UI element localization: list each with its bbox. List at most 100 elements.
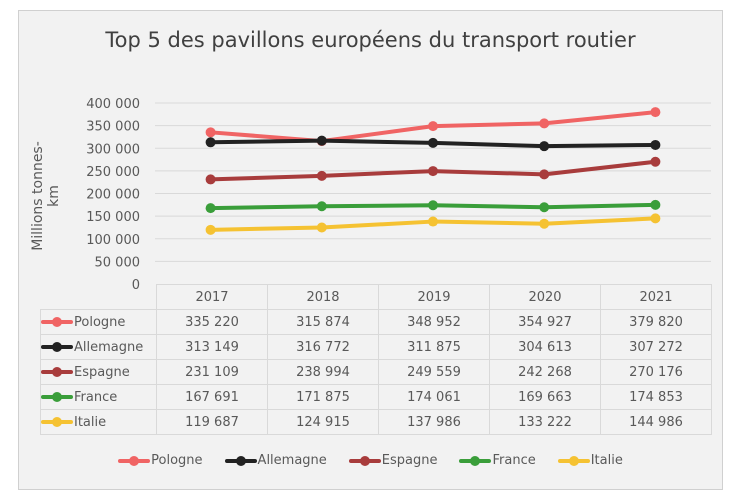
table-cell: 133 222 [489,409,601,435]
table-cell: 144 986 [600,409,712,435]
data-point [650,156,661,167]
data-point [205,137,216,148]
x-category-label: 2021 [600,284,712,310]
table-cell: 119 687 [156,409,268,435]
series-name: Espagne [74,364,130,380]
series-name: Pologne [74,314,126,330]
legend-item: Espagne [348,453,438,468]
data-point [205,224,216,235]
series-marker-icon [41,317,73,327]
table-cell: 304 613 [489,334,601,360]
table-cell: 137 986 [378,409,490,435]
data-point [428,216,438,227]
series-label: France [40,384,157,410]
y-tick-label: 300 000 [86,142,140,157]
table-cell: 167 691 [156,384,268,410]
table-cell: 313 149 [156,334,268,360]
y-tick-label: 200 000 [86,188,140,203]
table-header-row: 2017 2018 2019 2020 2021 [41,284,712,310]
data-point [650,199,661,210]
chart-title: Top 5 des pavillons européens du transpo… [105,28,636,52]
legend-item: Pologne [118,453,203,468]
legend-label: Allemagne [257,453,327,468]
data-point [428,200,438,211]
data-point [205,203,216,214]
table-cell: 354 927 [489,309,601,335]
legend-label: Pologne [151,453,203,468]
series-marker-icon [41,417,73,427]
data-point [205,127,216,138]
table-cell: 315 874 [267,309,379,335]
table-row: Pologne 335 220 315 874 348 952 354 927 379 8… [40,309,712,335]
table-cell: 270 176 [600,359,712,385]
data-point [316,201,327,212]
series-name: Allemagne [74,339,144,355]
data-point [539,202,550,213]
table-row: France 167 691 171 875 174 061 169 663 174 85… [40,384,712,410]
y-tick-label: 350 000 [86,120,140,135]
table-cell: 311 875 [378,334,490,360]
x-category-label: 2018 [267,284,379,310]
table-cell: 316 772 [267,334,379,360]
y-tick-label: 50 000 [95,255,141,270]
data-point [539,218,550,229]
data-point [316,222,327,233]
table-row: Espagne 231 109 238 994 249 559 242 268 270 1… [40,359,712,385]
y-tick-label: 150 000 [86,210,140,225]
data-point [539,118,550,129]
legend-marker-icon [118,455,151,466]
legend-marker-icon [459,455,492,466]
data-point [650,139,661,150]
legend-marker-icon [348,455,381,466]
table-cell: 174 061 [378,384,490,410]
table-cell: 335 220 [156,309,268,335]
table-cell: 231 109 [156,359,268,385]
series-label: Espagne [40,359,157,385]
x-category-label: 2020 [489,284,601,310]
table-cell: 169 663 [489,384,601,410]
table-cell: 242 268 [489,359,601,385]
data-point [428,137,438,148]
data-point [650,213,661,224]
table-cell: 238 994 [267,359,379,385]
series-name: Italie [74,414,107,430]
series-label: Pologne [40,309,157,335]
x-category-label: 2019 [378,284,490,310]
data-point [316,135,327,146]
table-row: Italie 119 687 124 915 137 986 133 222 144 98… [40,409,712,435]
legend-item: Italie [557,453,623,468]
y-tick-label: 0 [132,278,140,293]
data-table: 2017 2018 2019 2020 2021 Pologne 335 220 315 87… [40,284,712,435]
legend-item: France [459,453,536,468]
series-label: Italie [40,409,157,435]
table-cell: 171 875 [267,384,379,410]
y-tick-label: 250 000 [86,165,140,180]
y-tick-label: 400 000 [86,97,140,112]
series-label: Allemagne [40,334,157,360]
x-category-label: 2017 [156,284,268,310]
y-tick-label: 100 000 [86,233,140,248]
data-point [428,166,438,177]
series-marker-icon [41,367,73,377]
table-row: Allemagne 313 149 316 772 311 875 304 613 307… [40,334,712,360]
legend-marker-icon [224,455,257,466]
table-cell: 348 952 [378,309,490,335]
legend-label: France [492,453,536,468]
data-point [205,174,216,185]
data-point [539,169,550,180]
legend: Pologne Allemagne Espagne France Italie [0,453,741,468]
series-name: France [74,389,118,405]
legend-item: Allemagne [224,453,327,468]
data-point [316,170,327,181]
table-cell: 124 915 [267,409,379,435]
series-marker-icon [41,392,73,402]
legend-label: Italie [590,453,623,468]
legend-label: Espagne [381,453,438,468]
table-cell: 174 853 [600,384,712,410]
data-point [428,121,438,132]
table-cell: 249 559 [378,359,490,385]
legend-marker-icon [557,455,590,466]
data-point [650,107,661,118]
table-cell: 307 272 [600,334,712,360]
